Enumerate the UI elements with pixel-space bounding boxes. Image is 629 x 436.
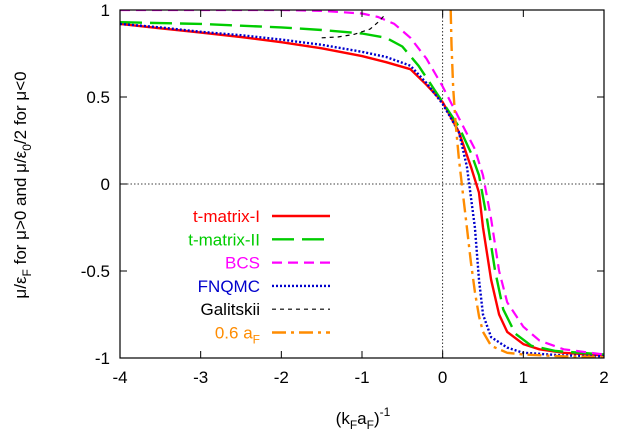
series-line-2 [120,10,604,356]
ticks [119,9,605,359]
x-tick-label: -1 [354,368,369,387]
y-title-a-sub: F [20,269,34,276]
x-axis-title: (kFaF)-1 [336,405,391,432]
series-line-0 [120,22,604,357]
y-title-c: /2 for μ<0 [11,71,30,144]
legend-label-5: 0.6 aF [215,324,260,347]
legend-label-text: BCS [225,254,260,273]
series-line-5 [449,10,604,358]
tick-labels: -4 -3 -2 -1 0 1 2 -1 -0.5 0 0.5 1 [81,1,609,387]
legend-label-text: 0.6 a [215,324,253,343]
legend-label-text: FNQMC [198,277,260,296]
legend-label-4: Galitskii [200,300,260,319]
x-tick-label: -4 [112,368,127,387]
legend-label-1: t-matrix-II [188,230,260,249]
y-tick-label: -1 [95,349,110,368]
x-tick-label: -2 [274,368,289,387]
legend-label-2: BCS [225,254,260,273]
legend-label-text: Galitskii [200,300,260,319]
x-tick-label: 1 [519,368,528,387]
y-tick-label: 0.5 [86,88,110,107]
y-tick-label: 1 [101,1,110,20]
y-title-b: for μ>0 and μ/ε [11,150,30,269]
x-title-open: (k [336,409,351,428]
x-tick-label: -3 [193,368,208,387]
legend-label-sub: F [253,333,260,347]
legend-label-text: t-matrix-II [188,230,260,249]
y-tick-label: 0 [101,175,110,194]
series-line-3 [120,22,604,358]
legend-label-0: t-matrix-I [193,207,260,226]
y-tick-label: -0.5 [81,262,110,281]
x-tick-label: 2 [599,368,608,387]
x-title-sup: -1 [380,405,391,419]
x-title-close: ) [374,409,380,428]
y-title-b-sub: 0 [20,144,34,151]
x-title-mid: a [357,409,367,428]
legend: t-matrix-I t-matrix-II BCS FNQMC Galitskii 0.… [188,207,330,347]
x-tick-label: 0 [438,368,447,387]
series-line-4 [321,13,387,39]
legend-label-3: FNQMC [198,277,260,296]
y-axis-title: μ/εF for μ>0 and μ/ε0/2 for μ<0 [11,71,34,298]
x-title-sub1: F [350,418,357,432]
zero-lines [120,10,604,358]
x-title-sub2: F [367,418,374,432]
legend-label-text: t-matrix-I [193,207,260,226]
series-line-1 [120,21,604,356]
series-layer [120,10,604,358]
y-title-a: μ/ε [11,276,30,299]
